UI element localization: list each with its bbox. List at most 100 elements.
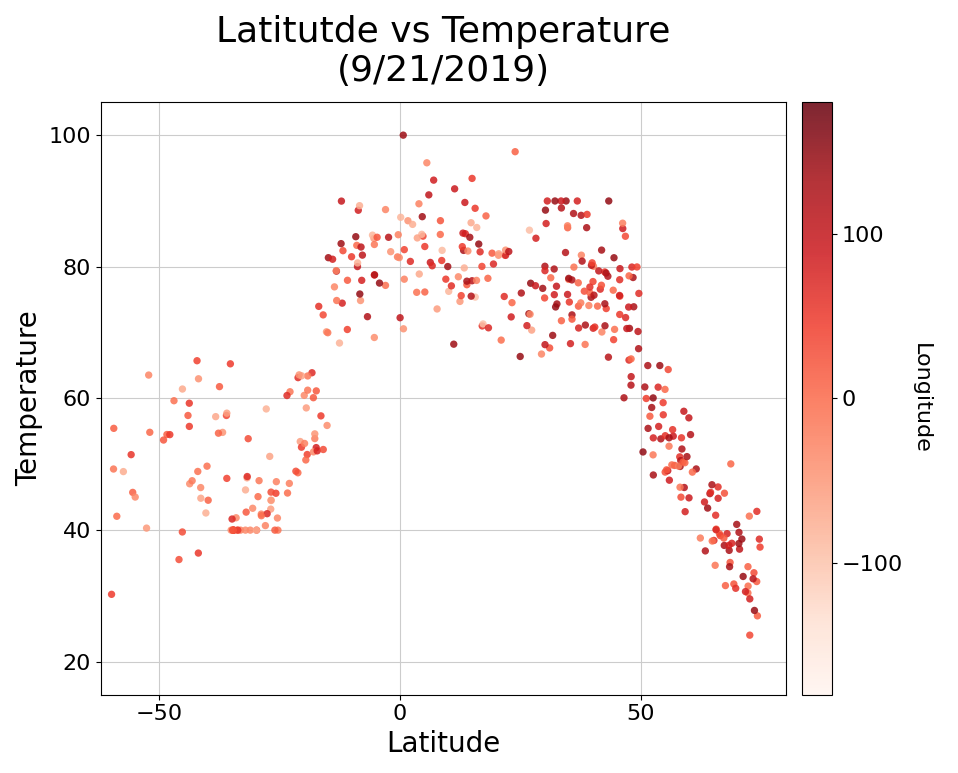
Point (453, 289, 468, 301)
Point (464, 216, 479, 229)
Point (631, 288, 647, 300)
Point (750, 610, 765, 622)
Point (554, 315, 569, 327)
Point (536, 291, 552, 304)
Point (491, 247, 507, 260)
Point (626, 271, 641, 284)
Point (559, 220, 575, 232)
Point (167, 394, 182, 407)
Point (606, 333, 622, 346)
Point (537, 204, 553, 216)
Point (722, 557, 738, 569)
Point (191, 373, 206, 385)
Point (561, 296, 577, 308)
Point (457, 196, 472, 209)
Point (306, 391, 321, 404)
Point (693, 532, 708, 544)
Point (641, 422, 656, 434)
Point (561, 272, 577, 284)
Point (465, 274, 480, 287)
Point (653, 433, 669, 445)
Point (327, 281, 342, 293)
Point (198, 507, 214, 519)
Point (615, 223, 630, 235)
Point (480, 272, 495, 284)
Point (571, 277, 586, 289)
Point (242, 524, 258, 536)
Point (731, 537, 746, 550)
Point (313, 410, 329, 422)
Point (417, 240, 432, 253)
Point (493, 334, 509, 346)
Point (708, 509, 723, 522)
Point (546, 263, 561, 275)
Point (230, 524, 245, 536)
Point (671, 460, 686, 472)
Point (745, 573, 761, 585)
Point (554, 202, 569, 214)
Point (315, 308, 331, 321)
Point (504, 311, 519, 323)
Point (729, 518, 744, 530)
Point (390, 250, 405, 263)
Point (742, 629, 758, 642)
Point (571, 300, 586, 312)
Point (677, 457, 693, 469)
Point (543, 271, 559, 284)
Point (646, 392, 661, 404)
Point (224, 512, 240, 525)
Point (333, 237, 349, 250)
Point (630, 325, 646, 338)
Point (612, 289, 627, 301)
Point (537, 260, 553, 272)
Point (319, 325, 334, 338)
Point (554, 195, 569, 207)
Point (396, 322, 411, 335)
Point (350, 257, 365, 269)
Point (182, 478, 197, 490)
Point (142, 426, 157, 438)
Point (521, 308, 536, 320)
Point (522, 308, 537, 321)
Point (329, 265, 344, 278)
Point (474, 320, 490, 332)
Point (444, 280, 459, 292)
Point (584, 257, 600, 269)
Point (661, 363, 676, 376)
Point (485, 247, 500, 259)
Point (591, 264, 606, 277)
Point (415, 210, 430, 223)
Point (171, 553, 187, 566)
Point (661, 431, 676, 444)
Point (549, 280, 564, 292)
Point (708, 523, 723, 536)
Point (734, 533, 749, 545)
Point (586, 261, 602, 273)
Point (459, 278, 474, 291)
Point (655, 397, 671, 409)
Point (673, 460, 688, 472)
Point (583, 291, 599, 304)
Point (644, 401, 659, 414)
Point (637, 381, 652, 393)
Point (258, 519, 273, 532)
Point (585, 322, 601, 335)
Point (536, 282, 551, 295)
Point (471, 238, 487, 250)
Point (561, 273, 577, 285)
Point (642, 410, 657, 422)
Point (315, 443, 331, 455)
Point (353, 295, 368, 307)
Point (681, 412, 696, 424)
Point (524, 324, 539, 336)
Point (270, 524, 285, 536)
Point (702, 488, 718, 500)
Point (411, 198, 426, 210)
Point (450, 271, 466, 283)
Point (570, 195, 585, 207)
Point (455, 240, 470, 253)
Point (597, 266, 612, 278)
Point (200, 494, 216, 506)
Point (646, 448, 661, 461)
Point (433, 214, 448, 226)
